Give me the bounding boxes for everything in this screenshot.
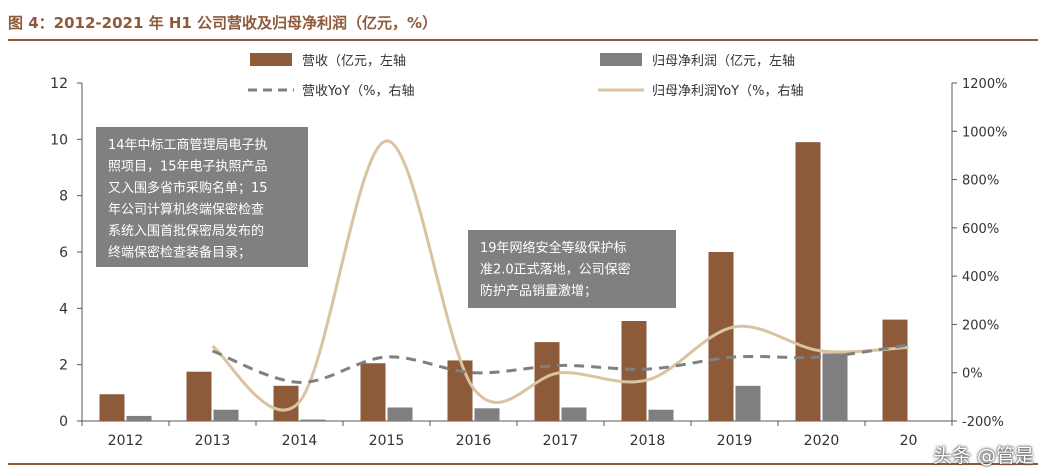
x-tick-label: 2019 <box>717 433 753 449</box>
right-tick-label: 400% <box>962 270 999 285</box>
bar-revenue <box>99 394 125 421</box>
top-rule <box>8 39 1038 41</box>
annotation-text-line: 防护产品销量激增； <box>480 283 597 299</box>
bars <box>99 142 908 421</box>
legend-label-revenue: 营收（亿元，左轴 <box>302 54 406 69</box>
legend-swatch-net-profit <box>600 53 642 66</box>
annotation-text-line: 又入围多省市采购名单；15 <box>108 180 268 196</box>
left-tick-label: 2 <box>59 358 68 374</box>
x-tick-label: 2018 <box>630 433 666 449</box>
legend-swatch-revenue <box>250 53 292 66</box>
line-net-profit-yoy <box>211 139 909 412</box>
yoy-lines <box>211 139 909 412</box>
bar-revenue <box>273 385 299 421</box>
legend-label-revenue-yoy: 营收YoY（%，右轴 <box>302 84 414 99</box>
bar-revenue <box>186 371 212 421</box>
annotation-box <box>468 230 676 308</box>
annotation-text-line: 14年中标工商管理局电子执 <box>108 138 268 153</box>
x-tick-label: 2020 <box>804 433 840 449</box>
bar-net-profit <box>300 419 326 421</box>
bar-net-profit <box>126 415 152 421</box>
bottom-rule <box>8 463 1038 465</box>
x-tick-label: 2013 <box>195 433 231 449</box>
annotation-text-line: 系统入围首批保密局发布的 <box>108 223 264 239</box>
x-tick-label: 2015 <box>369 433 405 449</box>
left-tick-label: 8 <box>59 189 68 205</box>
bar-net-profit <box>822 353 848 421</box>
bar-revenue <box>621 321 647 421</box>
x-tick-label: 2014 <box>282 433 318 449</box>
annotation-text-line: 准2.0正式落地，公司保密 <box>480 262 631 278</box>
left-tick-label: 6 <box>59 245 68 261</box>
figure-title: 图 4：2012-2021 年 H1 公司营收及归母净利润（亿元，%） <box>8 13 438 32</box>
left-tick-label: 0 <box>59 414 68 430</box>
bar-net-profit <box>735 385 761 421</box>
right-tick-label: 1000% <box>962 125 1007 140</box>
bar-revenue <box>360 363 386 421</box>
bar-net-profit <box>474 408 500 421</box>
right-tick-label: 1200% <box>962 77 1007 92</box>
annotation-text-line: 照项目，15年电子执照产品 <box>108 160 268 175</box>
legend-label-net-profit-yoy: 归母净利润YoY（%，右轴 <box>652 84 803 99</box>
x-tick-label: 20 <box>900 433 918 449</box>
watermark-text: 头条 @管是 <box>932 445 1034 467</box>
annotation-box <box>96 127 308 267</box>
bar-revenue <box>447 360 473 421</box>
legend-label-net-profit: 归母净利润（亿元，左轴 <box>652 54 795 69</box>
right-tick-label: -200% <box>962 415 1004 430</box>
left-tick-label: 4 <box>59 301 68 317</box>
line-revenue-yoy <box>211 343 909 384</box>
bar-net-profit <box>387 407 413 421</box>
bar-net-profit <box>213 409 239 421</box>
left-tick-label: 10 <box>50 132 68 148</box>
bar-revenue <box>882 319 908 421</box>
x-tick-label: 2012 <box>108 433 144 449</box>
axes: 0 2 4 6 8 10 12 -200% 0% 200% 400% 600% 800% 1000% 120… <box>50 76 1007 449</box>
bar-net-profit <box>561 407 587 421</box>
bar-revenue <box>795 142 821 421</box>
left-tick-label: 12 <box>50 76 68 92</box>
annotation-text-line: 终端保密检查装备目录； <box>108 245 251 261</box>
right-tick-label: 600% <box>962 222 999 237</box>
x-tick-label: 2017 <box>543 433 579 449</box>
bar-net-profit <box>648 409 674 421</box>
annotation-text-line: 19年网络安全等级保护标 <box>480 240 627 256</box>
annotation-text-line: 年公司计算机终端保密检查 <box>108 202 264 218</box>
right-tick-label: 0% <box>962 367 983 382</box>
x-tick-label: 2016 <box>456 433 492 449</box>
right-tick-label: 800% <box>962 174 999 189</box>
right-tick-label: 200% <box>962 318 999 333</box>
